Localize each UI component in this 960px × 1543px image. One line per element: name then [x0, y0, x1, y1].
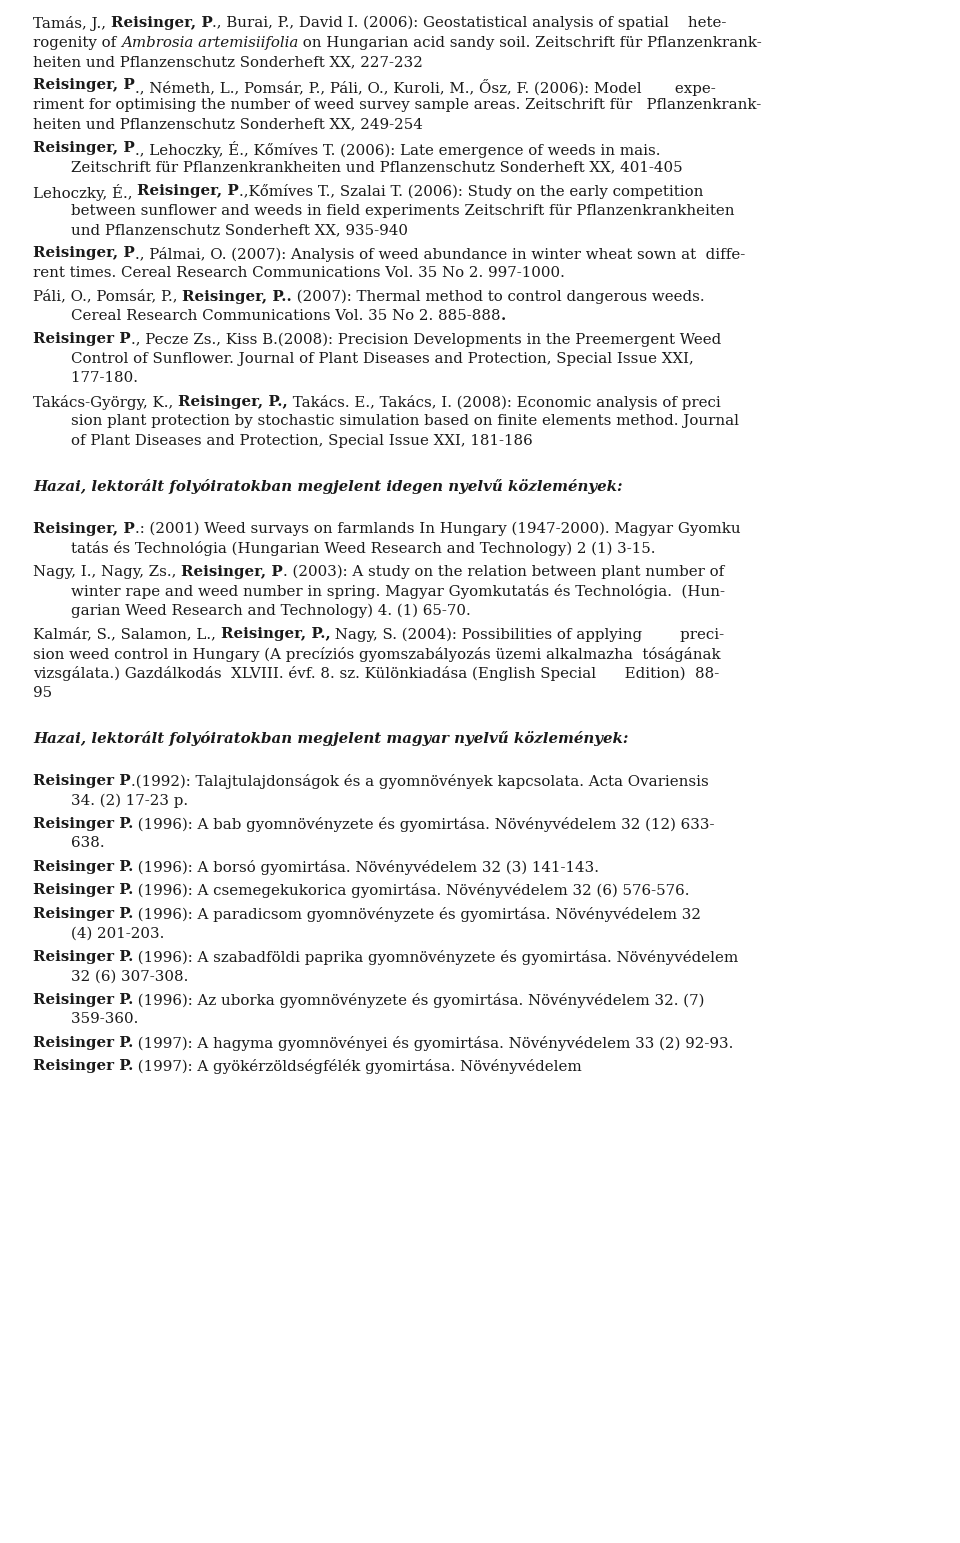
Text: Lehoczky, É.,: Lehoczky, É., [33, 184, 137, 201]
Text: of Plant Diseases and Protection, Special Issue XXI, 181-186: of Plant Diseases and Protection, Specia… [33, 434, 533, 447]
Text: riment for optimising the number of weed survey sample areas. Zeitschrift für   : riment for optimising the number of weed… [33, 99, 761, 113]
Text: 177-180.: 177-180. [33, 372, 138, 386]
Text: Reisinger P: Reisinger P [33, 773, 131, 787]
Text: (1996): A szabadföldi paprika gyomnövényzete és gyomirtása. Növényvédelem: (1996): A szabadföldi paprika gyomnövény… [133, 949, 738, 964]
Text: 359-360.: 359-360. [33, 1012, 138, 1026]
Text: Páli, O., Pomsár, P.,: Páli, O., Pomsár, P., [33, 290, 182, 304]
Text: Reisinger P: Reisinger P [33, 332, 131, 347]
Text: ., Pálmai, O. (2007): Analysis of weed abundance in winter wheat sown at  diffe-: ., Pálmai, O. (2007): Analysis of weed a… [134, 247, 745, 261]
Text: Reisinger P.: Reisinger P. [33, 907, 133, 921]
Text: sion plant protection by stochastic simulation based on finite elements method. : sion plant protection by stochastic simu… [33, 415, 739, 429]
Text: .: (2001) Weed survays on farmlands In Hungary (1947-2000). Magyar Gyomku: .: (2001) Weed survays on farmlands In H… [134, 522, 740, 537]
Text: Ambrosia artemisiifolia: Ambrosia artemisiifolia [121, 35, 299, 49]
Text: Reisinger P.: Reisinger P. [33, 883, 133, 896]
Text: 32 (6) 307-308.: 32 (6) 307-308. [33, 969, 188, 983]
Text: (1997): A gyökérzöldségfélék gyomirtása. Növényvédelem: (1997): A gyökérzöldségfélék gyomirtása.… [133, 1058, 582, 1074]
Text: Control of Sunflower. Journal of Plant Diseases and Protection, Special Issue XX: Control of Sunflower. Journal of Plant D… [33, 352, 694, 366]
Text: . (2003): A study on the relation between plant number of: . (2003): A study on the relation betwee… [283, 565, 724, 579]
Text: on Hungarian acid sandy soil. Zeitschrift für Pflanzenkrank-: on Hungarian acid sandy soil. Zeitschrif… [299, 35, 762, 49]
Text: Reisinger P.: Reisinger P. [33, 1035, 133, 1049]
Text: rent times. Cereal Research Communications Vol. 35 No 2. 997-1000.: rent times. Cereal Research Communicatio… [33, 265, 564, 279]
Text: Reisinger, P: Reisinger, P [33, 247, 134, 261]
Text: ., Pecze Zs., Kiss B.(2008): Precision Developments in the Preemergent Weed: ., Pecze Zs., Kiss B.(2008): Precision D… [131, 332, 721, 347]
Text: Reisinger, P: Reisinger, P [110, 15, 212, 29]
Text: (1996): A paradicsom gyomnövényzete és gyomirtása. Növényvédelem 32: (1996): A paradicsom gyomnövényzete és g… [133, 907, 702, 921]
Text: 638.: 638. [33, 836, 105, 850]
Text: rogenity of: rogenity of [33, 35, 121, 49]
Text: Reisinger, P: Reisinger, P [181, 565, 283, 579]
Text: Cereal Research Communications Vol. 35 No 2. 885-888: Cereal Research Communications Vol. 35 N… [33, 309, 500, 322]
Text: Reisinger, P: Reisinger, P [33, 79, 134, 93]
Text: 34. (2) 17-23 p.: 34. (2) 17-23 p. [33, 793, 188, 807]
Text: Takács-György, K.,: Takács-György, K., [33, 395, 178, 410]
Text: .: . [500, 309, 506, 322]
Text: Kalmár, S., Salamon, L.,: Kalmár, S., Salamon, L., [33, 628, 221, 642]
Text: ., Burai, P., David I. (2006): Geostatistical analysis of spatial    hete-: ., Burai, P., David I. (2006): Geostatis… [212, 15, 727, 31]
Text: Reisinger, P.,: Reisinger, P., [178, 395, 288, 409]
Text: Hazai, lektorált folyóiratokban megjelent magyar nyelvű közlemények:: Hazai, lektorált folyóiratokban megjelen… [33, 731, 629, 745]
Text: (1997): A hagyma gyomnövényei és gyomirtása. Növényvédelem 33 (2) 92-93.: (1997): A hagyma gyomnövényei és gyomirt… [133, 1035, 733, 1051]
Text: vizsgálata.) Gazdálkodás  XLVIII. évf. 8. sz. Különkiadása (English Special     : vizsgálata.) Gazdálkodás XLVIII. évf. 8.… [33, 667, 719, 682]
Text: Reisinger, P: Reisinger, P [33, 522, 134, 535]
Text: Reisinger P.: Reisinger P. [33, 859, 133, 873]
Text: Reisinger, P: Reisinger, P [33, 140, 134, 154]
Text: garian Weed Research and Technology) 4. (1) 65-70.: garian Weed Research and Technology) 4. … [33, 603, 470, 619]
Text: tatás és Technológia (Hungarian Weed Research and Technology) 2 (1) 3-15.: tatás és Technológia (Hungarian Weed Res… [33, 542, 656, 557]
Text: (2007): Thermal method to control dangerous weeds.: (2007): Thermal method to control danger… [292, 290, 705, 304]
Text: und Pflanzenschutz Sonderheft XX, 935-940: und Pflanzenschutz Sonderheft XX, 935-94… [33, 224, 408, 238]
Text: Reisinger P.: Reisinger P. [33, 949, 133, 964]
Text: Reisinger P.: Reisinger P. [33, 1058, 133, 1074]
Text: .,Kőmíves T., Szalai T. (2006): Study on the early competition: .,Kőmíves T., Szalai T. (2006): Study on… [239, 184, 704, 199]
Text: .(1992): Talajtulajdonságok és a gyomnövények kapcsolata. Acta Ovariensis: .(1992): Talajtulajdonságok és a gyomnöv… [131, 773, 708, 788]
Text: sion weed control in Hungary (A precíziós gyomszabályozás üzemi alkalmazha  tósá: sion weed control in Hungary (A precízió… [33, 647, 721, 662]
Text: (1996): Az uborka gyomnövényzete és gyomirtása. Növényvédelem 32. (7): (1996): Az uborka gyomnövényzete és gyom… [133, 992, 705, 1008]
Text: (1996): A bab gyomnövényzete és gyomirtása. Növényvédelem 32 (12) 633-: (1996): A bab gyomnövényzete és gyomirtá… [133, 816, 715, 832]
Text: Hazai, lektorált folyóiratokban megjelent idegen nyelvű közlemények:: Hazai, lektorált folyóiratokban megjelen… [33, 478, 622, 494]
Text: ., Németh, L., Pomsár, P., Páli, O., Kuroli, M., Ősz, F. (2006): Model       exp: ., Németh, L., Pomsár, P., Páli, O., Kur… [134, 79, 715, 96]
Text: (1996): A borsó gyomirtása. Növényvédelem 32 (3) 141-143.: (1996): A borsó gyomirtása. Növényvédele… [133, 859, 599, 875]
Text: Reisinger, P: Reisinger, P [137, 184, 239, 198]
Text: Reisinger, P..: Reisinger, P.. [182, 290, 292, 304]
Text: Reisinger P.: Reisinger P. [33, 816, 133, 830]
Text: heiten und Pflanzenschutz Sonderheft XX, 249-254: heiten und Pflanzenschutz Sonderheft XX,… [33, 117, 422, 131]
Text: between sunflower and weeds in field experiments Zeitschrift für Pflanzenkrankhe: between sunflower and weeds in field exp… [33, 204, 734, 218]
Text: Zeitschrift für Pflanzenkrankheiten und Pflanzenschutz Sonderheft XX, 401-405: Zeitschrift für Pflanzenkrankheiten und … [33, 160, 683, 174]
Text: Nagy, S. (2004): Possibilities of applying        preci-: Nagy, S. (2004): Possibilities of applyi… [330, 628, 725, 642]
Text: Takács. E., Takács, I. (2008): Economic analysis of preci: Takács. E., Takács, I. (2008): Economic … [288, 395, 721, 410]
Text: (4) 201-203.: (4) 201-203. [33, 926, 164, 940]
Text: ., Lehoczky, É., Kőmíves T. (2006): Late emergence of weeds in mais.: ., Lehoczky, É., Kőmíves T. (2006): Late… [134, 140, 660, 157]
Text: Reisinger, P.,: Reisinger, P., [221, 628, 330, 642]
Text: heiten und Pflanzenschutz Sonderheft XX, 227-232: heiten und Pflanzenschutz Sonderheft XX,… [33, 56, 422, 69]
Text: Nagy, I., Nagy, Zs.,: Nagy, I., Nagy, Zs., [33, 565, 181, 579]
Text: winter rape and weed number in spring. Magyar Gyomkutatás és Technológia.  (Hun-: winter rape and weed number in spring. M… [33, 585, 725, 599]
Text: Tamás, J.,: Tamás, J., [33, 15, 110, 31]
Text: (1996): A csemegekukorica gyomirtása. Növényvédelem 32 (6) 576-576.: (1996): A csemegekukorica gyomirtása. Nö… [133, 883, 690, 898]
Text: 95: 95 [33, 685, 52, 701]
Text: Reisinger P.: Reisinger P. [33, 992, 133, 1006]
